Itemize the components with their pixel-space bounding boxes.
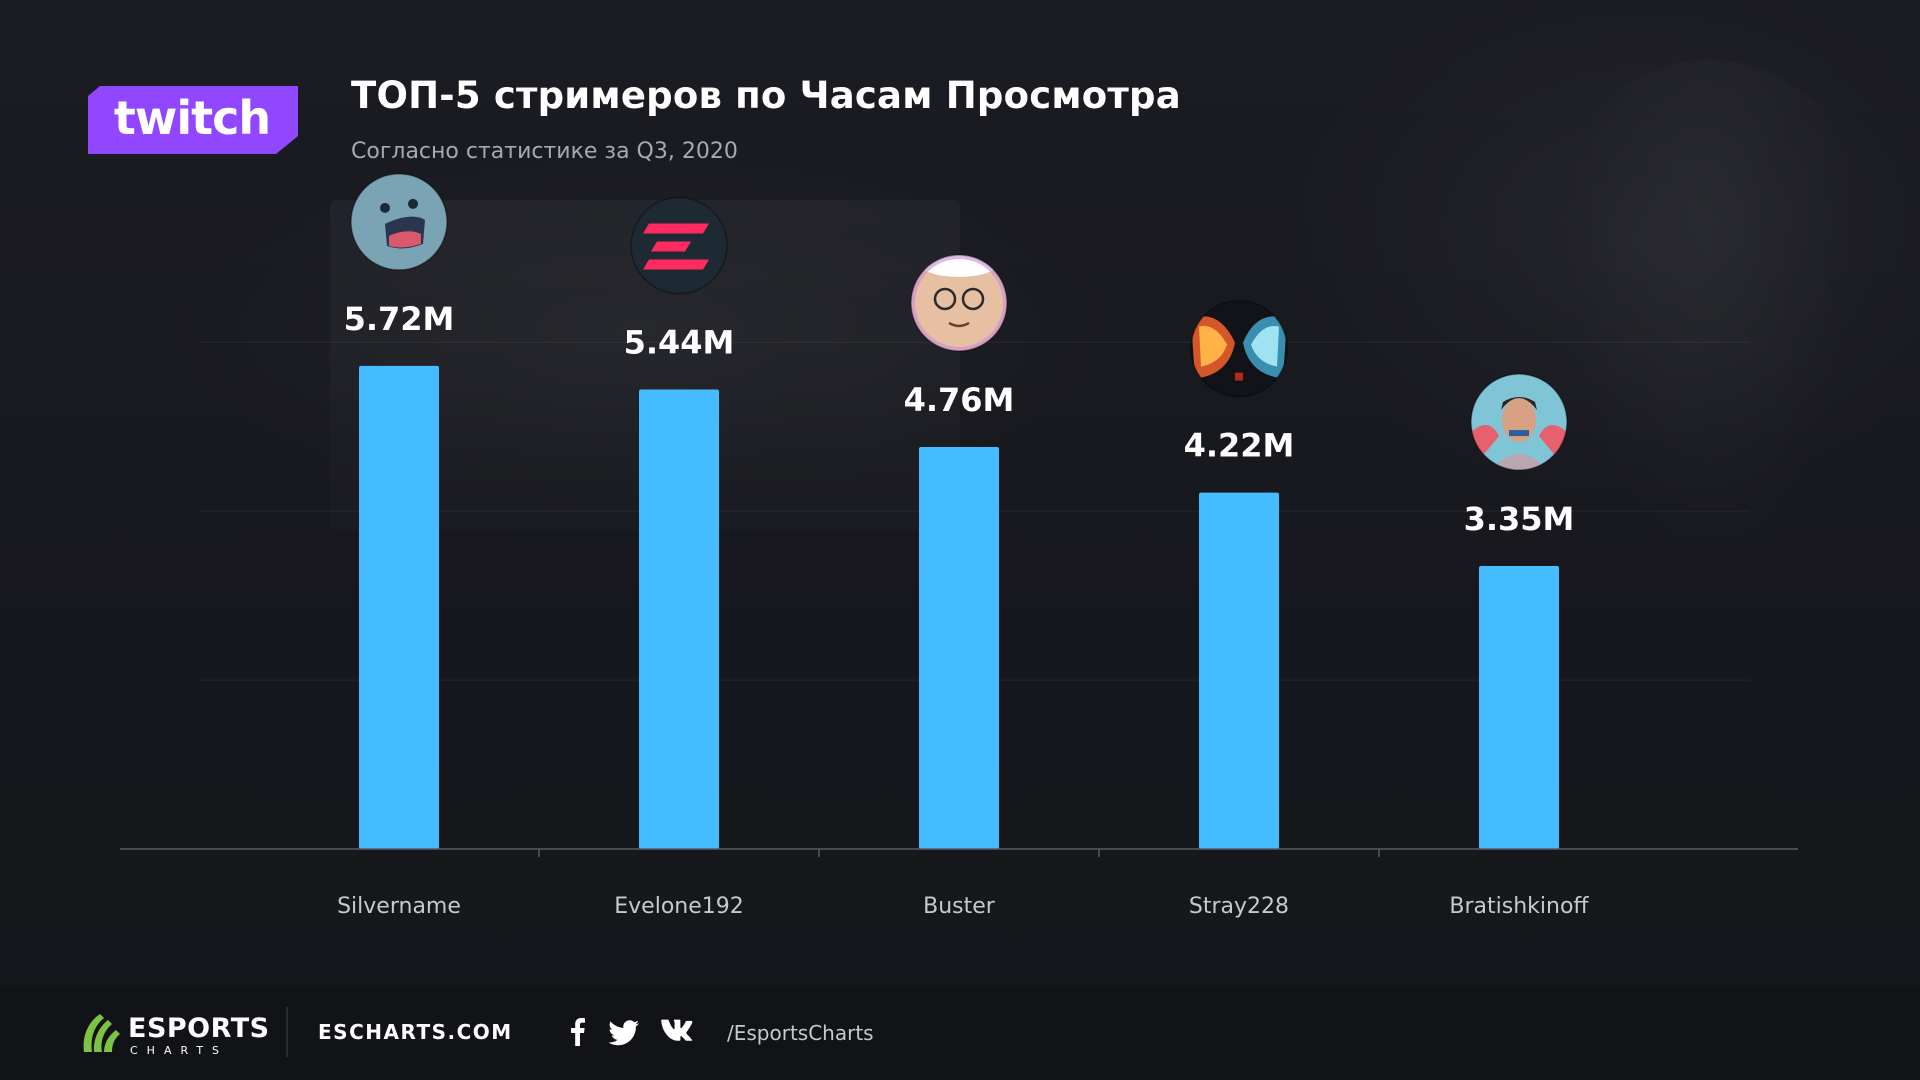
- twitter-icon[interactable]: [608, 1016, 640, 1046]
- bar-value-label: 4.76M: [904, 381, 1015, 419]
- footer-bar: [0, 985, 1920, 1080]
- footer-social-handle[interactable]: /EsportsCharts: [727, 1021, 874, 1045]
- x-tick-label: Stray228: [1189, 894, 1289, 919]
- shocked-face-avatar-icon: [350, 173, 448, 271]
- bar: [639, 389, 719, 849]
- red-e-logo-avatar-icon: [630, 196, 728, 295]
- streamer-avatars: [350, 173, 1568, 471]
- bar: [1199, 492, 1279, 849]
- facebook-icon[interactable]: [566, 1016, 588, 1046]
- footer-divider: [286, 1007, 288, 1057]
- dota2-heroes-avatar-icon: [1190, 299, 1288, 398]
- bar: [919, 446, 999, 849]
- cartoon-face-avatar-icon: [910, 254, 1008, 352]
- portrait-avatar-icon: [1470, 373, 1568, 471]
- chart-subtitle: Согласно статистике за Q3, 2020: [351, 139, 738, 164]
- x-tick-label: Evelone192: [614, 894, 744, 919]
- bar: [1479, 566, 1559, 849]
- bar: [359, 365, 439, 849]
- background-figure-shape: [1560, 60, 1860, 580]
- chart-title: ТОП-5 стримеров по Часам Просмотра: [351, 74, 1181, 117]
- twitch-logo: twitch: [88, 86, 298, 154]
- esports-charts-logo-icon: [83, 1014, 120, 1052]
- bar-value-label: 4.22M: [1184, 427, 1295, 465]
- bar-value-label: 5.72M: [344, 300, 455, 338]
- bar-value-label: 3.35M: [1464, 500, 1575, 538]
- twitch-logo-text: twitch: [114, 91, 270, 145]
- chart-value-labels: 5.72M 5.44M 4.76M 4.22M 3.35M: [344, 300, 1575, 538]
- x-tick-label: Silvername: [337, 894, 461, 919]
- footer-brand-bottom: CHARTS: [130, 1044, 229, 1057]
- footer-brand-top: ESPORTS: [128, 1013, 270, 1044]
- vk-icon[interactable]: [660, 1016, 698, 1046]
- x-tick-label: Bratishkinoff: [1449, 894, 1589, 919]
- x-tick-label: Buster: [923, 894, 996, 919]
- bar-chart: 5.72M 5.44M 4.76M 4.22M 3.35M Silvername Evel…: [120, 173, 1798, 919]
- chart-x-axis: Silvername Evelone192 Buster Stray228 Bratis…: [120, 848, 1798, 919]
- twitch-logo-badge: [88, 86, 298, 154]
- chart-bars: [359, 365, 1559, 849]
- footer-site-link[interactable]: ESCHARTS.COM: [318, 1020, 513, 1044]
- bar-value-label: 5.44M: [624, 324, 735, 362]
